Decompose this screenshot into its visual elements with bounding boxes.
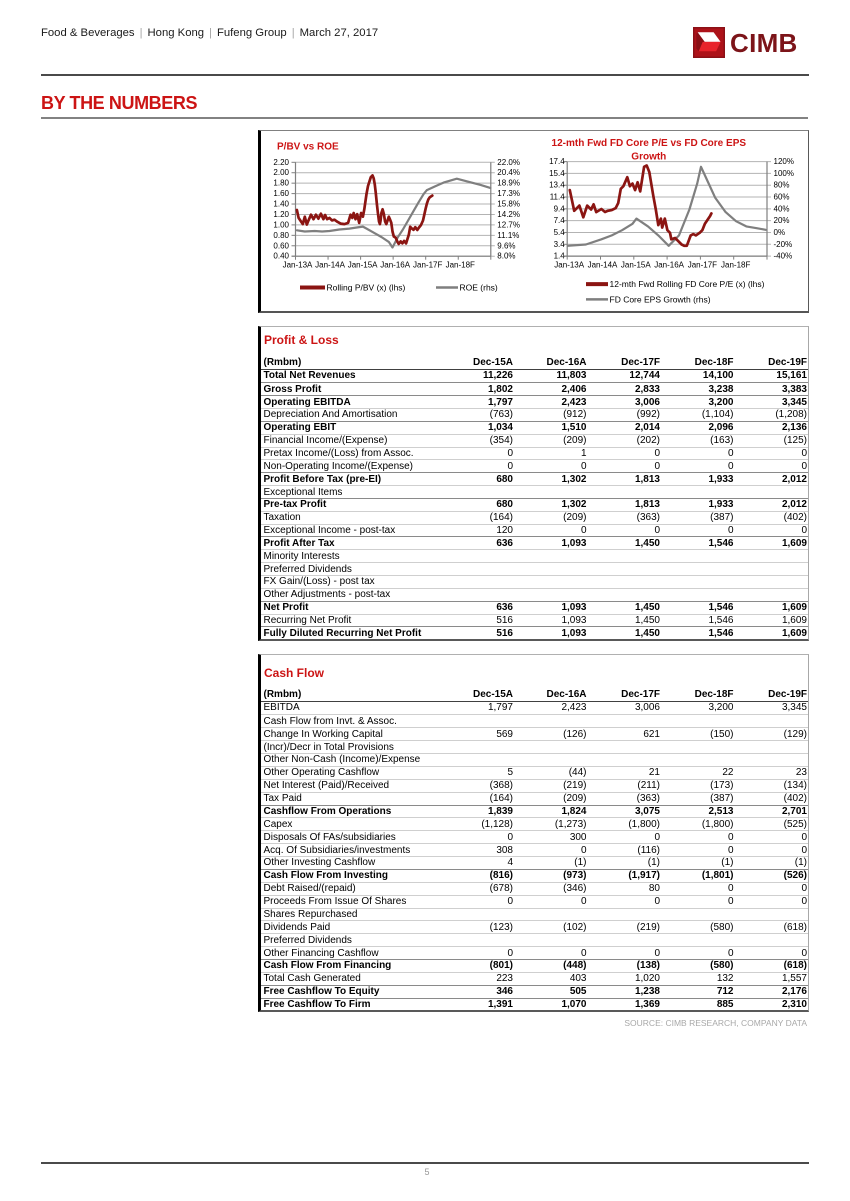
svg-text:1.4: 1.4 (554, 252, 566, 261)
svg-text:9.6%: 9.6% (497, 241, 515, 250)
svg-text:20.4%: 20.4% (497, 168, 520, 177)
svg-text:12-mth Fwd Rolling FD Core P/E: 12-mth Fwd Rolling FD Core P/E (x) (lhs) (610, 279, 765, 289)
svg-text:-40%: -40% (774, 252, 793, 261)
svg-text:Jan-15A: Jan-15A (621, 261, 651, 270)
svg-text:12.7%: 12.7% (497, 220, 520, 229)
svg-text:13.4: 13.4 (549, 181, 565, 190)
svg-text:9.4: 9.4 (554, 204, 566, 213)
svg-text:7.4: 7.4 (554, 216, 566, 225)
svg-text:11.4: 11.4 (550, 193, 566, 202)
svg-text:Jan-13A: Jan-13A (554, 261, 584, 270)
svg-text:15.4: 15.4 (549, 169, 565, 178)
svg-text:120%: 120% (774, 157, 794, 166)
svg-text:1.60: 1.60 (273, 189, 289, 198)
svg-text:Jan-14A: Jan-14A (315, 261, 345, 270)
svg-text:20%: 20% (774, 216, 790, 225)
svg-text:11.1%: 11.1% (497, 231, 519, 240)
svg-text:60%: 60% (774, 193, 790, 202)
svg-text:1.20: 1.20 (273, 210, 289, 219)
svg-text:Jan-15A: Jan-15A (348, 261, 378, 270)
svg-text:17.3%: 17.3% (497, 189, 520, 198)
svg-text:3.4: 3.4 (554, 240, 566, 249)
svg-text:1.40: 1.40 (273, 200, 289, 209)
svg-text:18.9%: 18.9% (497, 179, 520, 188)
svg-text:ROE (rhs): ROE (rhs) (460, 283, 498, 293)
svg-text:8.0%: 8.0% (497, 252, 515, 261)
svg-text:2.00: 2.00 (273, 168, 289, 177)
svg-text:1.00: 1.00 (273, 220, 289, 229)
svg-text:Jan-14A: Jan-14A (588, 261, 618, 270)
svg-text:Rolling P/BV (x) (lhs): Rolling P/BV (x) (lhs) (327, 283, 406, 293)
svg-text:0.40: 0.40 (273, 252, 289, 261)
svg-text:2.20: 2.20 (273, 158, 289, 167)
svg-text:22.0%: 22.0% (497, 158, 520, 167)
svg-text:0.60: 0.60 (273, 241, 289, 250)
svg-text:P/BV vs ROE: P/BV vs ROE (277, 141, 339, 152)
svg-text:Jan-13A: Jan-13A (283, 261, 313, 270)
svg-text:Jan-16A: Jan-16A (380, 261, 410, 270)
svg-text:Jan-17F: Jan-17F (413, 261, 442, 270)
svg-text:FD Core EPS Growth (rhs): FD Core EPS Growth (rhs) (610, 294, 711, 304)
svg-text:17.4: 17.4 (549, 157, 565, 166)
svg-text:Jan-18F: Jan-18F (446, 261, 475, 270)
svg-text:80%: 80% (774, 181, 790, 190)
svg-text:5.4: 5.4 (554, 228, 566, 237)
svg-text:0.80: 0.80 (273, 231, 289, 240)
svg-text:40%: 40% (774, 204, 790, 213)
svg-text:Jan-16A: Jan-16A (654, 261, 684, 270)
svg-text:Jan-17F: Jan-17F (688, 261, 717, 270)
svg-text:15.8%: 15.8% (497, 200, 520, 209)
svg-text:0%: 0% (774, 228, 786, 237)
svg-text:-20%: -20% (774, 240, 793, 249)
svg-text:12-mth Fwd FD Core P/E vs FD C: 12-mth Fwd FD Core P/E vs FD Core EPS (552, 138, 747, 149)
svg-text:14.2%: 14.2% (497, 210, 520, 219)
svg-text:100%: 100% (774, 169, 794, 178)
svg-text:1.80: 1.80 (273, 179, 289, 188)
svg-text:Jan-18F: Jan-18F (721, 261, 750, 270)
svg-text:Growth: Growth (631, 152, 666, 163)
